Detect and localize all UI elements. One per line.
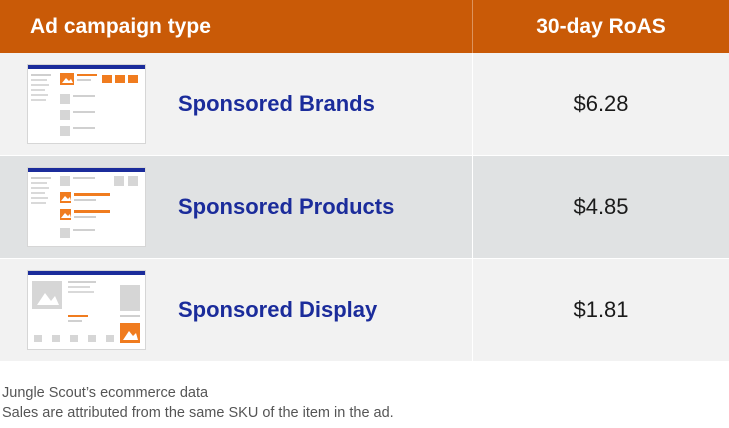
campaign-type-label: Sponsored Products [178,194,395,219]
footnote-attribution: Sales are attributed from the same SKU o… [2,405,394,421]
campaign-type-label: Sponsored Brands [178,91,375,116]
table-row-products: Sponsored Products $4.85 [0,155,729,258]
header-roas: 30-day RoAS [472,0,729,53]
table-row-brands: Sponsored Brands $6.28 [0,53,729,155]
footnotes: Jungle Scout’s ecommerce data Sales are … [2,383,394,423]
footnote-source: Jungle Scout’s ecommerce data [2,385,209,401]
roas-value: $6.28 [472,53,729,155]
roas-value: $1.81 [472,259,729,361]
sponsored-products-layout-icon [27,167,146,247]
table-row-display: Sponsored Display $1.81 [0,258,729,361]
header-campaign-type: Ad campaign type [30,14,211,38]
roas-value: $4.85 [472,156,729,258]
sponsored-display-layout-icon [27,270,146,350]
roas-table: Ad campaign type 30-day RoAS [0,0,729,361]
campaign-type-label: Sponsored Display [178,297,378,322]
table-header: Ad campaign type 30-day RoAS [0,0,729,53]
sponsored-brands-layout-icon [27,64,146,144]
